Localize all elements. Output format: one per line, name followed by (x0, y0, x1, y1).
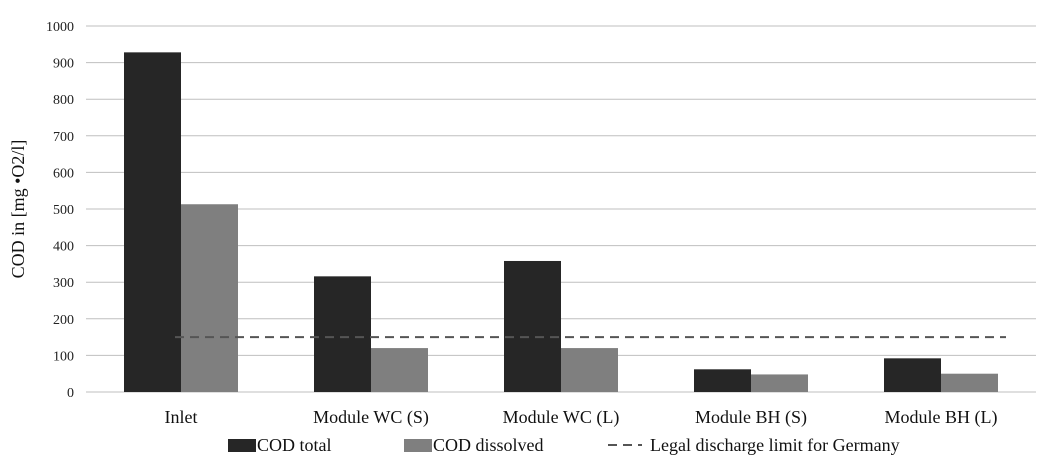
y-tick-label: 500 (53, 203, 74, 218)
x-axis-categories: Inlet Module WC (S) Module WC (L) Module BH… (165, 407, 998, 428)
x-category-label: Module BH (S) (695, 407, 807, 428)
x-category-label: Inlet (165, 407, 198, 427)
bar-cod-total (694, 369, 751, 392)
bars (124, 52, 998, 393)
x-category-label: Module BH (L) (885, 407, 998, 428)
y-tick-label: 200 (53, 313, 74, 328)
legend-swatch (404, 439, 432, 452)
bar-cod-dissolved (561, 348, 618, 392)
bar-cod-dissolved (371, 348, 428, 392)
legend-label: Legal discharge limit for Germany (650, 435, 900, 455)
bar-cod-dissolved (181, 204, 238, 392)
legend-swatch (228, 439, 256, 452)
y-tick-label: 600 (53, 166, 74, 181)
y-axis-title: COD in [mg •O2/l] (8, 140, 28, 279)
bar-cod-total (314, 276, 371, 392)
grid-lines (86, 25, 1036, 393)
bar-cod-total (504, 260, 561, 392)
bar-cod-dissolved (751, 374, 808, 392)
y-tick-label: 0 (67, 386, 74, 401)
y-tick-label: 400 (53, 240, 74, 255)
bar-cod-total (884, 358, 941, 392)
bar-cod-total (124, 52, 181, 393)
legend-label: COD total (257, 435, 332, 455)
x-category-label: Module WC (L) (503, 407, 620, 428)
y-tick-label: 300 (53, 276, 74, 291)
y-tick-label: 700 (53, 130, 74, 145)
x-category-label: Module WC (S) (313, 407, 429, 428)
legend-label: COD dissolved (433, 435, 544, 455)
y-tick-label: 800 (53, 93, 74, 108)
y-axis-ticks: 0 100 200 300 400 500 600 700 800 900 1000 (46, 20, 74, 401)
bar-cod-dissolved (941, 373, 998, 392)
y-tick-label: 100 (53, 349, 74, 364)
legend: COD total COD dissolved Legal discharge li… (228, 435, 900, 455)
y-tick-label: 900 (53, 57, 74, 72)
y-tick-label: 1000 (46, 20, 74, 35)
